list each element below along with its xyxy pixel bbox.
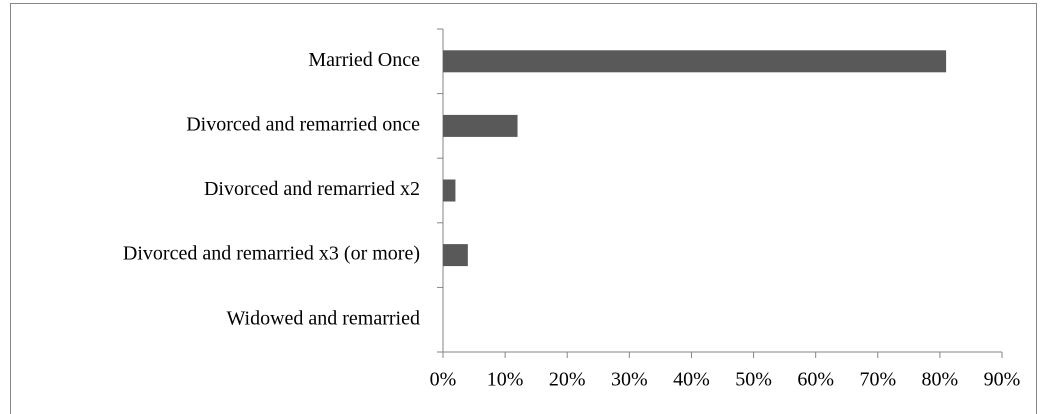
chart-frame xyxy=(10,3,1037,414)
y-tick-label: Divorced and remarried x3 (or more) xyxy=(123,243,420,265)
bar xyxy=(443,179,456,202)
x-tick-label: 70% xyxy=(859,369,896,391)
x-tick-label: 90% xyxy=(984,369,1021,391)
x-tick-label: 0% xyxy=(430,369,457,391)
y-tick-label: Divorced and remarried x2 xyxy=(204,178,420,200)
x-tick-label: 30% xyxy=(611,369,648,391)
bar xyxy=(443,50,947,73)
x-tick-label: 10% xyxy=(487,369,524,391)
x-tick-label: 60% xyxy=(797,369,834,391)
x-tick-label: 20% xyxy=(549,369,586,391)
x-tick-label: 40% xyxy=(673,369,710,391)
bar xyxy=(443,244,468,267)
y-tick-label: Married Once xyxy=(308,49,420,71)
x-tick-label: 50% xyxy=(735,369,772,391)
bar xyxy=(443,114,518,137)
x-tick-label: 80% xyxy=(922,369,959,391)
y-tick-label: Divorced and remarried once xyxy=(186,113,420,135)
y-tick-label: Widowed and remarried xyxy=(226,307,420,329)
